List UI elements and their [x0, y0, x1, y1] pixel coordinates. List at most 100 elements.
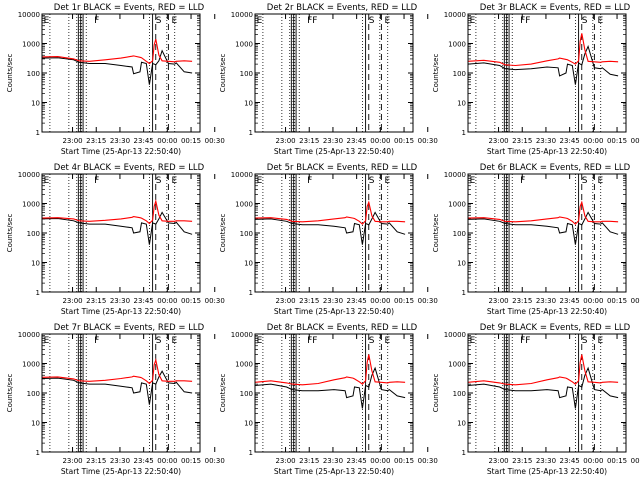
- x-tick-label: 23:00: [62, 297, 82, 305]
- series-line-lld: [467, 33, 619, 67]
- x-tick-label: 00:00: [583, 137, 603, 145]
- event-marker-label: S: [582, 176, 588, 186]
- x-tick-label: 23:00: [62, 137, 82, 145]
- plot-frame: [254, 173, 414, 293]
- y-axis-label: Counts/sec: [6, 54, 14, 93]
- x-tick-label: 23:45: [134, 297, 154, 305]
- x-tick-label: 00:00: [583, 297, 603, 305]
- event-marker-label: E: [598, 16, 604, 26]
- series-line-lld: [254, 354, 406, 386]
- x-tick-label: 23:30: [110, 297, 130, 305]
- y-tick-label: 10: [457, 260, 466, 268]
- y-tick-label: 1: [36, 129, 40, 137]
- x-tick-label: 23:00: [275, 297, 295, 305]
- event-marker-label: FF: [520, 336, 530, 346]
- detector-panel-6: Det 6r BLACK = Events, RED = LLD Counts/s…: [432, 163, 640, 316]
- x-tick-label: 00:30: [631, 297, 640, 305]
- event-marker-label: E: [257, 176, 263, 186]
- event-marker-label: E: [470, 176, 476, 186]
- panel-title: Det 6r BLACK = Events, RED = LLD: [480, 163, 631, 173]
- x-axis-label: Start Time (25-Apr-13 22:50:40): [274, 467, 394, 476]
- y-axis-label: Counts/sec: [6, 214, 14, 253]
- y-tick-label: 100: [240, 390, 253, 398]
- x-tick-label: 23:30: [323, 297, 343, 305]
- event-marker-label: E: [257, 16, 263, 26]
- x-tick-label: 23:45: [560, 297, 580, 305]
- panel-title: Det 5r BLACK = Events, RED = LLD: [267, 163, 418, 173]
- x-tick-label: 23:00: [488, 457, 508, 465]
- series-line-lld: [41, 358, 193, 385]
- plot-frame: [254, 333, 414, 453]
- y-tick-label: 10: [31, 260, 40, 268]
- y-axis-label: Counts/sec: [432, 214, 440, 253]
- x-tick-label: 23:00: [62, 457, 82, 465]
- x-tick-label: 00:15: [181, 137, 201, 145]
- x-axis-label: Start Time (25-Apr-13 22:50:40): [274, 307, 394, 316]
- series-line-events: [467, 211, 619, 245]
- detector-panel-5: Det 5r BLACK = Events, RED = LLD Counts/s…: [219, 163, 438, 316]
- x-tick-label: 23:30: [110, 137, 130, 145]
- y-tick-label: 1000: [235, 41, 253, 49]
- panel-title: Det 3r BLACK = Events, RED = LLD: [480, 3, 631, 13]
- event-marker-label: S: [369, 336, 375, 346]
- panel-title: Det 8r BLACK = Events, RED = LLD: [267, 323, 418, 333]
- x-tick-label: 00:15: [607, 297, 627, 305]
- detector-panel-4: Det 4r BLACK = Events, RED = LLD Counts/s…: [6, 163, 225, 316]
- x-tick-label: 23:30: [536, 457, 556, 465]
- y-tick-label: 1000: [448, 201, 466, 209]
- y-tick-label: 100: [27, 390, 40, 398]
- x-tick-label: 23:00: [275, 137, 295, 145]
- event-marker-label: E: [172, 176, 178, 186]
- x-axis-label: Start Time (25-Apr-13 22:50:40): [61, 467, 181, 476]
- x-tick-label: 00:30: [205, 137, 225, 145]
- x-tick-label: 00:30: [418, 137, 438, 145]
- x-tick-label: 00:00: [157, 297, 177, 305]
- event-marker-label: FF: [520, 16, 530, 26]
- y-tick-label: 1000: [448, 361, 466, 369]
- series-line-lld: [254, 200, 406, 225]
- x-tick-label: 23:15: [86, 457, 106, 465]
- x-tick-label: 23:15: [512, 457, 532, 465]
- y-tick-label: 10000: [18, 331, 40, 339]
- x-tick-label: 00:30: [418, 297, 438, 305]
- event-marker-label: S: [156, 16, 162, 26]
- x-tick-label: 00:00: [583, 457, 603, 465]
- event-marker-label: E: [385, 336, 391, 346]
- series-line-events: [254, 366, 406, 409]
- detector-panel-7: Det 7r BLACK = Events, RED = LLD Counts/s…: [6, 323, 225, 476]
- x-tick-label: 00:30: [631, 457, 640, 465]
- series-line-events: [41, 211, 193, 245]
- y-tick-label: 1: [249, 129, 253, 137]
- y-tick-label: 1000: [22, 201, 40, 209]
- x-axis-label: Start Time (25-Apr-13 22:50:40): [487, 307, 607, 316]
- series-line-lld: [41, 39, 193, 65]
- x-tick-label: 00:00: [157, 457, 177, 465]
- y-tick-label: 10: [31, 100, 40, 108]
- series-line-events: [254, 211, 406, 245]
- x-tick-label: 00:15: [607, 457, 627, 465]
- x-tick-label: 23:30: [536, 297, 556, 305]
- y-tick-label: 10: [457, 100, 466, 108]
- y-tick-label: 100: [453, 390, 466, 398]
- event-marker-label: E: [172, 336, 178, 346]
- detector-panel-9: Det 9r BLACK = Events, RED = LLD Counts/s…: [432, 323, 640, 476]
- event-marker-label: F: [94, 336, 99, 346]
- x-tick-label: 00:00: [157, 137, 177, 145]
- x-tick-label: 00:15: [181, 457, 201, 465]
- y-tick-label: 10000: [444, 171, 466, 179]
- y-tick-label: 1: [462, 129, 466, 137]
- panel-title: Det 2r BLACK = Events, RED = LLD: [267, 3, 418, 13]
- y-tick-label: 10000: [18, 171, 40, 179]
- y-tick-label: 100: [240, 70, 253, 78]
- y-tick-label: 1000: [22, 41, 40, 49]
- x-tick-label: 23:30: [110, 457, 130, 465]
- x-tick-label: 23:00: [488, 137, 508, 145]
- x-tick-label: 00:15: [394, 457, 414, 465]
- x-tick-label: 00:30: [205, 297, 225, 305]
- event-marker-label: E: [44, 336, 50, 346]
- plot-frame: [254, 13, 414, 133]
- plot-frame: [41, 333, 201, 453]
- y-tick-label: 1: [462, 449, 466, 457]
- event-marker-label: S: [369, 176, 375, 186]
- event-marker-label: E: [257, 336, 263, 346]
